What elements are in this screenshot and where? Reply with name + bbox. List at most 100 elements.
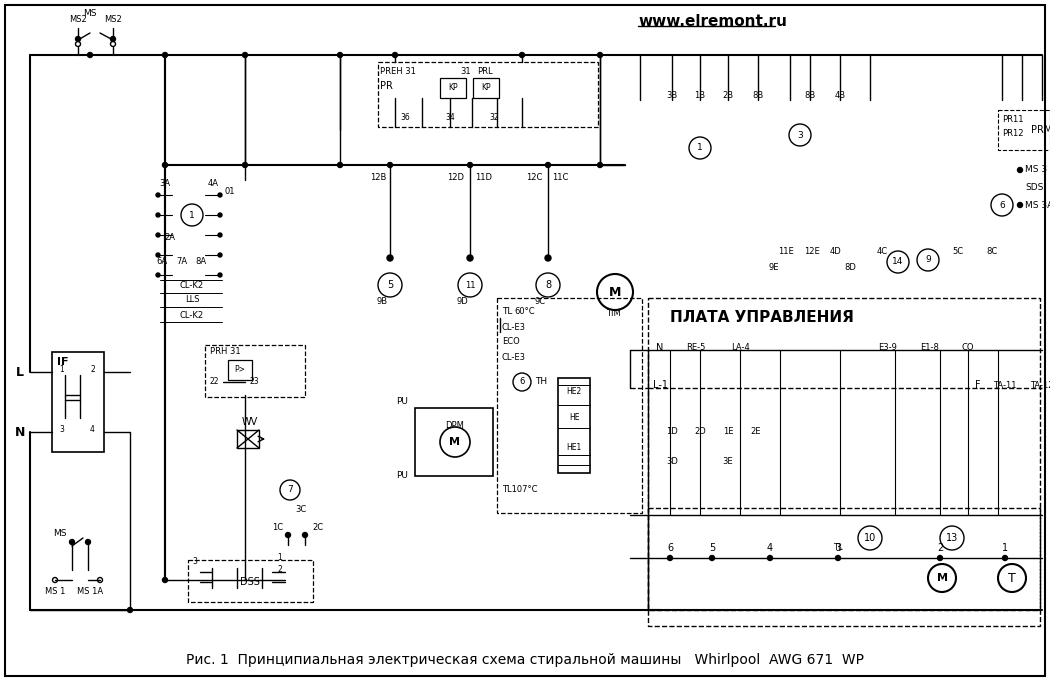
Text: 31: 31 (460, 67, 470, 76)
Text: 6: 6 (667, 543, 673, 553)
Text: MS2: MS2 (69, 16, 87, 25)
Circle shape (1003, 556, 1008, 560)
Text: 32: 32 (489, 114, 499, 123)
Circle shape (597, 163, 603, 168)
Text: RE-5: RE-5 (687, 343, 706, 353)
Text: MS2: MS2 (104, 16, 122, 25)
Text: DSS: DSS (240, 577, 260, 587)
Text: MS 1A: MS 1A (77, 588, 103, 597)
Circle shape (218, 253, 222, 257)
Circle shape (597, 52, 603, 57)
Text: 12D: 12D (447, 174, 464, 183)
Text: PR: PR (380, 81, 393, 91)
Text: M: M (609, 285, 622, 298)
Circle shape (218, 233, 222, 237)
Text: PRL: PRL (477, 67, 492, 76)
Text: 6: 6 (520, 377, 525, 387)
Circle shape (768, 556, 773, 560)
Text: 1: 1 (1002, 543, 1008, 553)
Text: 3E: 3E (722, 458, 733, 466)
Text: 3: 3 (797, 131, 803, 140)
Text: SDS: SDS (1025, 183, 1044, 193)
Text: HE1: HE1 (566, 443, 582, 452)
Text: 4C: 4C (877, 247, 887, 257)
Text: 2E: 2E (751, 428, 761, 437)
Text: 3D: 3D (666, 458, 678, 466)
Text: MS 3: MS 3 (1025, 165, 1047, 174)
Text: WV: WV (242, 417, 258, 427)
Circle shape (393, 52, 398, 57)
Bar (52, 352, 104, 452)
Text: 13: 13 (946, 533, 958, 543)
Bar (188, 560, 313, 602)
Text: 2A: 2A (165, 234, 175, 242)
Circle shape (163, 163, 168, 168)
Circle shape (467, 255, 472, 261)
Text: PU: PU (396, 398, 408, 407)
Text: 12B: 12B (370, 174, 386, 183)
Text: www.elremont.ru: www.elremont.ru (638, 14, 786, 29)
Text: L-1: L-1 (652, 380, 668, 390)
Text: E3-9: E3-9 (879, 343, 898, 353)
Text: 5: 5 (709, 543, 715, 553)
Text: KP: KP (448, 84, 458, 93)
Text: DPM: DPM (445, 420, 464, 430)
Text: MS 3A: MS 3A (1025, 200, 1050, 210)
Text: LLS: LLS (185, 296, 200, 304)
Text: 8B: 8B (753, 91, 763, 99)
Text: 2D: 2D (694, 428, 706, 437)
Circle shape (127, 607, 132, 612)
Bar (440, 78, 466, 98)
Circle shape (302, 533, 308, 537)
Text: 22: 22 (210, 377, 219, 387)
Text: 2B: 2B (722, 91, 734, 99)
Text: 9D: 9D (456, 298, 468, 306)
Circle shape (668, 556, 672, 560)
Circle shape (110, 37, 116, 42)
Text: LA-4: LA-4 (731, 343, 750, 353)
Circle shape (938, 556, 943, 560)
Text: 9E: 9E (769, 264, 779, 272)
Circle shape (520, 52, 525, 57)
Circle shape (156, 233, 160, 237)
Circle shape (69, 539, 75, 545)
Bar (415, 408, 493, 476)
Text: N: N (15, 426, 25, 439)
Text: CO: CO (962, 343, 974, 353)
Text: 8C: 8C (986, 247, 997, 257)
Text: CL-E3: CL-E3 (502, 323, 526, 332)
Text: 11: 11 (465, 281, 476, 289)
Circle shape (243, 163, 248, 168)
Circle shape (156, 253, 160, 257)
Text: 4A: 4A (208, 178, 218, 187)
Bar (648, 298, 1040, 610)
Text: 36: 36 (400, 114, 410, 123)
Text: TIM: TIM (606, 309, 621, 319)
Text: TL: TL (834, 543, 843, 552)
Text: 5: 5 (386, 280, 393, 290)
Text: PRM: PRM (1031, 125, 1050, 135)
Circle shape (387, 163, 393, 168)
Text: 7: 7 (287, 486, 293, 494)
Text: CL-E3: CL-E3 (502, 353, 526, 362)
Circle shape (156, 273, 160, 277)
Text: 6A: 6A (156, 257, 168, 266)
Text: 8: 8 (545, 280, 551, 290)
Text: ECO: ECO (502, 338, 520, 347)
Circle shape (710, 556, 714, 560)
Circle shape (87, 52, 92, 57)
Text: TA-12: TA-12 (1030, 381, 1050, 390)
Circle shape (546, 163, 550, 168)
Text: 3: 3 (835, 543, 841, 553)
Text: 4: 4 (90, 424, 94, 434)
Text: 5C: 5C (952, 247, 964, 257)
Text: PR11: PR11 (1002, 116, 1024, 125)
Text: L: L (16, 366, 24, 379)
Text: PRH 31: PRH 31 (210, 347, 240, 356)
Circle shape (836, 556, 840, 560)
Text: 9C: 9C (534, 298, 546, 306)
Text: HE2: HE2 (566, 387, 582, 396)
Circle shape (218, 213, 222, 217)
Text: E1-8: E1-8 (921, 343, 940, 353)
Text: 1B: 1B (694, 91, 706, 99)
